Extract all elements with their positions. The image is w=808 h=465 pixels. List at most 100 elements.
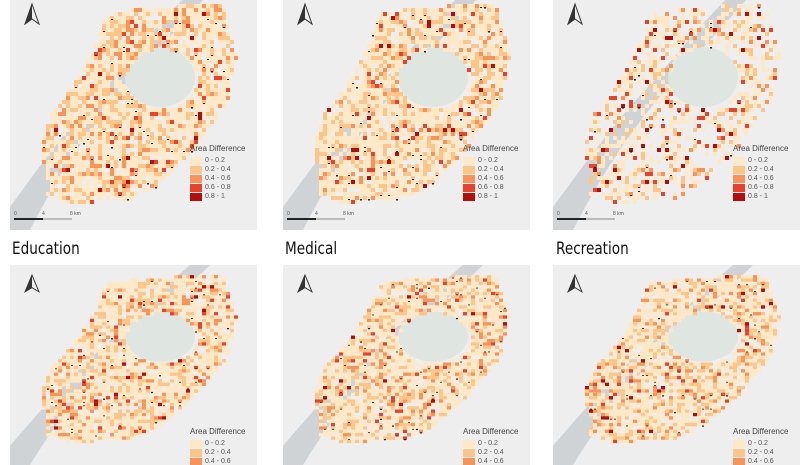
- map-cell: [665, 16, 669, 20]
- map-cell: [194, 16, 198, 20]
- map-cell: [367, 56, 371, 60]
- map-cell: [375, 180, 379, 184]
- map-cell: [359, 148, 363, 152]
- map-cell: [427, 176, 431, 180]
- map-cell: [649, 180, 653, 184]
- map-cell: [471, 136, 475, 140]
- map-cell: [98, 416, 102, 419]
- map-cell: [98, 196, 102, 200]
- map-cell: [387, 28, 391, 32]
- map-cell: [423, 44, 427, 48]
- map-cell: [471, 60, 475, 64]
- map-cell: [665, 180, 669, 184]
- map-cell: [110, 124, 114, 128]
- map-cell: [118, 282, 122, 285]
- map-cell: [78, 120, 82, 124]
- map-cell: [451, 120, 455, 124]
- map-cell: [150, 160, 154, 164]
- map-cell: [86, 389, 90, 392]
- map-cell: [130, 423, 134, 426]
- map-cell: [186, 108, 190, 112]
- map-cell: [713, 124, 717, 128]
- map-cell: [94, 319, 98, 322]
- map-cell: [487, 108, 491, 112]
- map-cell: [359, 176, 363, 180]
- map-cell: [190, 116, 194, 120]
- map-cell: [503, 72, 507, 76]
- map-cell: [206, 319, 210, 322]
- map-cell: [134, 292, 138, 295]
- map-cell: [78, 396, 82, 399]
- map-cell: [158, 32, 162, 36]
- map-cell: [170, 312, 174, 315]
- map-cell: [82, 92, 86, 96]
- map-cell: [78, 180, 82, 184]
- map-cell: [198, 12, 202, 16]
- map-cell: [174, 16, 178, 20]
- map-cell: [190, 40, 194, 44]
- map-cell: [222, 336, 226, 339]
- map-cell: [122, 342, 126, 345]
- map-cell: [495, 44, 499, 48]
- map-cell: [98, 373, 102, 376]
- boundary-mark: [47, 389, 49, 390]
- map-cell: [657, 32, 661, 36]
- map-cell: [609, 112, 613, 116]
- map-cell: [363, 96, 367, 100]
- map-cell: [82, 329, 86, 332]
- map-cell: [106, 44, 110, 48]
- map-cell: [178, 128, 182, 132]
- map-cell: [471, 4, 475, 8]
- map-cell: [126, 376, 130, 379]
- map-cell: [363, 172, 367, 176]
- map-cell: [122, 369, 126, 372]
- map-cell: [62, 379, 66, 382]
- map-cell: [98, 349, 102, 352]
- map-cell: [70, 88, 74, 92]
- map-cell: [387, 56, 391, 60]
- map-cell: [383, 80, 387, 84]
- map-cell: [106, 96, 110, 100]
- map-cell: [82, 152, 86, 156]
- map-cell: [455, 144, 459, 148]
- map-cell: [134, 8, 138, 12]
- map-cell: [399, 16, 403, 20]
- boundary-mark: [678, 111, 680, 113]
- map-cell: [182, 156, 186, 160]
- map-cell: [94, 332, 98, 335]
- map-cell: [475, 108, 479, 112]
- map-cell: [74, 88, 78, 92]
- map-cell: [186, 56, 190, 60]
- map-cell: [210, 4, 214, 8]
- map-cell: [649, 80, 653, 84]
- map-cell: [383, 52, 387, 56]
- map-cell: [218, 12, 222, 16]
- map-cell: [451, 48, 455, 52]
- map-cell: [371, 180, 375, 184]
- map-cell: [351, 184, 355, 188]
- map-cell: [451, 140, 455, 144]
- map-cell: [447, 8, 451, 12]
- map-cell: [134, 160, 138, 164]
- map-cell: [210, 295, 214, 298]
- map-cell: [375, 56, 379, 60]
- map-cell: [491, 44, 495, 48]
- map-cell: [94, 420, 98, 423]
- map-cell: [198, 322, 202, 325]
- map-cell: [443, 108, 447, 112]
- map-cell: [617, 120, 621, 124]
- map-cell: [423, 116, 427, 120]
- map-cell: [182, 359, 186, 362]
- map-cell: [222, 285, 226, 288]
- map-cell: [178, 299, 182, 302]
- map-cell: [327, 140, 331, 144]
- legend-item: 0 - 0.2: [463, 156, 518, 165]
- map-cell: [150, 383, 154, 386]
- map-cell: [463, 40, 467, 44]
- map-cell: [455, 24, 459, 28]
- map-cell: [130, 52, 134, 56]
- map-cell: [383, 88, 387, 92]
- map-cell: [359, 168, 363, 172]
- map-cell: [214, 346, 218, 349]
- map-cell: [134, 180, 138, 184]
